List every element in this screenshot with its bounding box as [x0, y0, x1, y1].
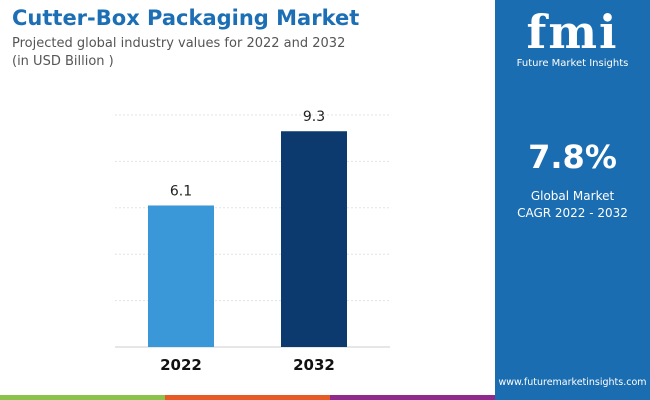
x-tick-label: 2022: [160, 356, 202, 374]
unit-label: (in USD Billion ): [12, 54, 114, 69]
data-label: 9.3: [303, 109, 325, 125]
brand-name: Future Market Insights: [516, 58, 629, 69]
side-panel: fmi Future Market Insights 7.8% Global M…: [495, 0, 650, 400]
chart-title: Cutter-Box Packaging Market: [12, 6, 360, 30]
cagr-value: 7.8%: [528, 138, 617, 176]
stripe-purple: [330, 395, 495, 400]
logo-mark: fmi: [526, 5, 619, 59]
stripe-orange: [165, 395, 330, 400]
chart-subtitle: Projected global industry values for 202…: [12, 36, 346, 51]
stripe-green: [0, 395, 165, 400]
cagr-label-line2: CAGR 2022 - 2032: [517, 206, 628, 220]
fmi-logo: fmi Future Market Insights: [495, 6, 650, 69]
data-label: 6.1: [170, 183, 192, 199]
bar-2022: [148, 205, 214, 347]
cagr-label-line1: Global Market: [530, 189, 615, 203]
website-link[interactable]: www.futuremarketinsights.com: [498, 377, 647, 388]
bar-chart: 6.1 2022 9.3 2032: [115, 109, 390, 374]
bar-2032: [281, 131, 347, 347]
cagr-label: Global Market CAGR 2022 - 2032: [495, 188, 650, 222]
x-tick-label: 2032: [293, 356, 335, 374]
